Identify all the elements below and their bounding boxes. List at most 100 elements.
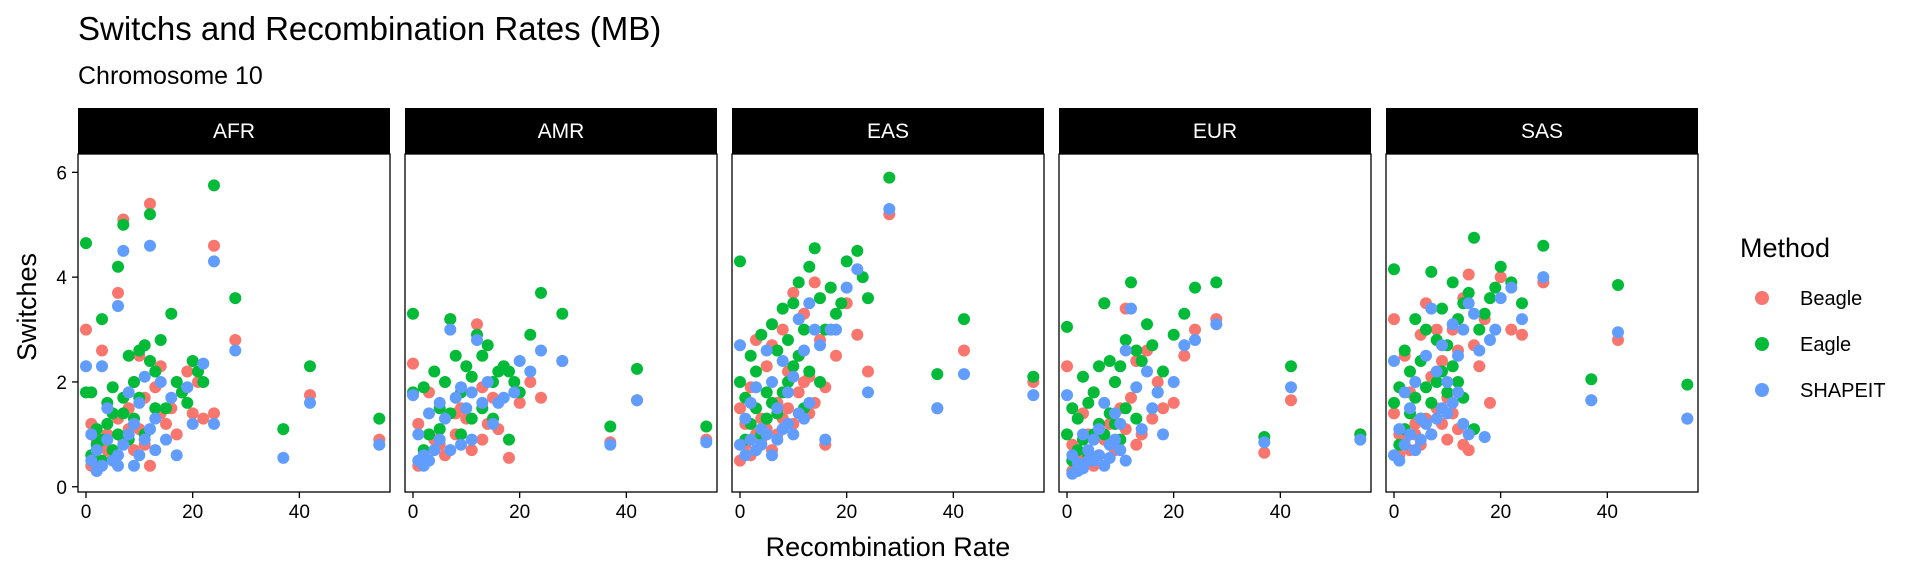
legend-label-shapeit: SHAPEIT — [1800, 380, 1886, 402]
data-point — [122, 349, 135, 362]
data-point — [782, 386, 794, 399]
data-point — [304, 360, 316, 373]
data-point — [1077, 462, 1089, 475]
data-point — [771, 433, 784, 446]
data-point — [186, 407, 199, 420]
data-point — [428, 444, 441, 457]
data-point — [1210, 318, 1223, 331]
data-point — [1516, 297, 1528, 310]
data-point — [1398, 386, 1411, 399]
x-tick-label: 20 — [1163, 502, 1184, 523]
data-point — [433, 433, 446, 446]
data-point — [931, 368, 944, 381]
data-point — [1473, 344, 1486, 357]
data-point — [1285, 360, 1297, 373]
data-point — [96, 360, 108, 373]
data-point — [744, 396, 757, 409]
data-point — [1425, 428, 1438, 441]
data-point — [1151, 376, 1164, 388]
data-point — [1494, 271, 1507, 284]
data-point — [1119, 334, 1132, 346]
x-tick-label: 0 — [1062, 502, 1073, 523]
data-point — [1473, 360, 1486, 373]
data-point — [1125, 391, 1137, 404]
data-point — [1135, 423, 1148, 436]
data-point — [1430, 365, 1443, 378]
data-point — [792, 276, 805, 289]
data-point — [90, 444, 103, 457]
data-point — [197, 412, 210, 425]
data-point — [229, 292, 242, 305]
data-point — [1516, 313, 1528, 326]
y-tick-label: 6 — [56, 163, 67, 184]
data-point — [487, 417, 499, 430]
data-point — [1484, 334, 1496, 346]
x-tick-label: 20 — [182, 502, 203, 523]
data-point — [455, 438, 467, 451]
data-point — [444, 323, 457, 336]
series-shapeit — [734, 203, 1040, 462]
data-point — [208, 255, 220, 268]
data-point — [862, 386, 874, 399]
data-point — [208, 179, 220, 192]
data-point — [524, 376, 537, 388]
data-point — [787, 286, 800, 299]
data-point — [1409, 391, 1422, 404]
data-point — [160, 433, 172, 446]
series-shapeit — [1061, 302, 1367, 480]
data-point — [1505, 281, 1518, 294]
data-point — [304, 396, 316, 409]
data-point — [1404, 365, 1416, 378]
chart-subtitle: Chromosome 10 — [78, 62, 263, 90]
data-point — [1441, 376, 1454, 388]
data-point — [1430, 376, 1443, 388]
data-point — [851, 244, 864, 257]
x-tick-label: 0 — [735, 502, 746, 523]
data-point — [412, 428, 425, 441]
data-point — [1462, 428, 1475, 441]
data-point — [471, 318, 483, 331]
data-point — [771, 344, 784, 357]
data-point — [112, 449, 124, 462]
x-tick-label: 0 — [1389, 502, 1400, 523]
data-point — [1585, 373, 1598, 386]
data-point — [1446, 360, 1459, 373]
data-point — [798, 344, 810, 357]
data-point — [444, 313, 457, 326]
data-point — [782, 334, 794, 346]
data-point — [460, 402, 473, 415]
data-point — [1167, 396, 1180, 409]
legend-label-eagle: Eagle — [1800, 334, 1851, 356]
data-point — [776, 323, 789, 336]
series-shapeit — [407, 323, 713, 472]
data-point — [1285, 394, 1297, 407]
facet-panel-eur: EUR 0 20 40 — [1058, 108, 1372, 523]
legend-key-shapeit — [1755, 383, 1769, 397]
data-point — [513, 396, 526, 409]
data-point — [144, 197, 156, 210]
x-tick-label: 40 — [1270, 502, 1291, 523]
data-point — [556, 307, 569, 320]
data-point — [776, 355, 789, 367]
data-point — [734, 255, 746, 268]
data-point — [460, 360, 473, 373]
facet-strip — [405, 108, 717, 154]
data-point — [792, 386, 805, 399]
data-point — [1285, 381, 1297, 394]
data-point — [170, 428, 183, 441]
data-point — [101, 402, 114, 415]
data-point — [449, 391, 462, 404]
data-point — [465, 370, 478, 383]
data-point — [1393, 423, 1406, 436]
data-point — [750, 365, 762, 378]
data-point — [149, 444, 162, 457]
data-point — [1409, 313, 1422, 326]
x-tick-label: 20 — [1490, 502, 1511, 523]
data-point — [1027, 370, 1040, 383]
data-point — [439, 376, 451, 388]
data-point — [465, 412, 478, 425]
data-point — [1103, 355, 1116, 367]
facet-strip-label: AMR — [538, 120, 585, 143]
data-point — [1141, 318, 1153, 331]
data-point — [1484, 292, 1496, 305]
